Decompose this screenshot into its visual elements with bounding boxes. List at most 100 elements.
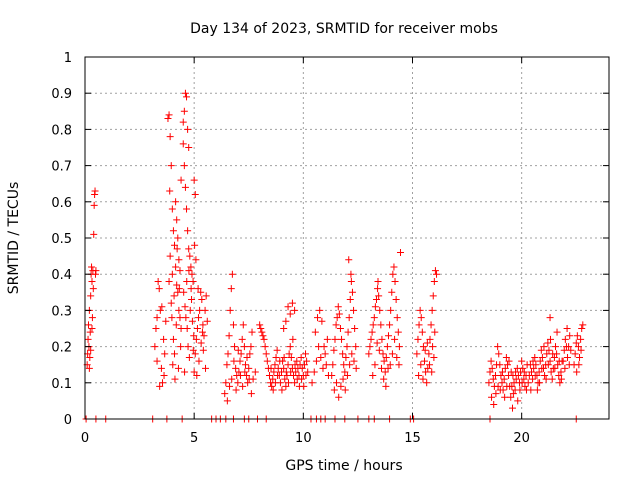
data-point [234, 379, 242, 387]
data-point [375, 292, 383, 300]
data-point [161, 350, 169, 358]
data-point [392, 296, 400, 304]
data-point [91, 187, 99, 195]
data-point [320, 343, 328, 351]
data-point [180, 162, 188, 170]
data-point [222, 379, 230, 387]
data-point [232, 386, 240, 394]
x-tick-label: 10 [295, 431, 312, 446]
data-point [347, 277, 355, 285]
data-point [169, 361, 177, 369]
data-point [348, 288, 356, 296]
data-point [548, 375, 556, 383]
data-point [547, 368, 555, 376]
data-point [169, 227, 177, 235]
data-point [235, 368, 243, 376]
data-point [346, 296, 354, 304]
data-point [530, 364, 538, 372]
data-point [88, 277, 96, 285]
data-point [554, 361, 562, 369]
data-point [191, 191, 199, 199]
data-point [555, 372, 563, 380]
data-point [199, 321, 207, 329]
data-point [181, 183, 189, 191]
data-point [278, 386, 286, 394]
x-tick-label: 20 [513, 431, 530, 446]
data-point [520, 375, 528, 383]
y-tick-label: 0.8 [51, 123, 72, 138]
data-point [351, 325, 359, 332]
axis-ticks [84, 56, 609, 420]
data-point [258, 328, 266, 336]
data-point [173, 281, 181, 289]
data-point [166, 187, 174, 195]
data-point [190, 368, 198, 376]
data-point [518, 357, 526, 365]
data-point [263, 357, 271, 365]
x-tick-label: 15 [404, 431, 421, 446]
y-tick-label: 0.3 [51, 304, 72, 319]
data-point [287, 353, 295, 361]
y-tick-label: 0.2 [51, 341, 72, 356]
data-point [560, 346, 568, 354]
data-point [352, 364, 360, 372]
data-point [422, 368, 430, 376]
data-point [557, 368, 565, 376]
data-point [343, 343, 351, 351]
data-point [579, 321, 587, 329]
data-point [527, 386, 535, 394]
data-point [428, 306, 436, 314]
data-point [391, 277, 399, 285]
data-point [379, 350, 387, 358]
data-point [424, 364, 432, 372]
data-point [155, 285, 163, 293]
data-point [427, 321, 435, 329]
data-point [237, 350, 245, 358]
data-point [257, 325, 265, 332]
data-point [151, 343, 159, 351]
data-point [501, 393, 509, 401]
data-point [180, 288, 188, 296]
data-point [168, 314, 176, 322]
data-point [267, 364, 275, 372]
data-point [239, 321, 247, 329]
data-point [284, 379, 292, 387]
data-point [376, 306, 384, 314]
data-point [90, 230, 98, 238]
data-point [287, 368, 295, 376]
data-point [419, 375, 427, 383]
data-point [284, 361, 292, 369]
data-point [181, 89, 189, 97]
data-point [298, 375, 306, 383]
y-tick-label: 1 [64, 51, 72, 66]
data-point [418, 328, 426, 336]
data-point [177, 325, 185, 332]
data-point [340, 361, 348, 369]
data-point [352, 343, 360, 351]
data-point [373, 339, 381, 347]
data-point [396, 248, 404, 256]
data-point [577, 335, 585, 343]
data-point [184, 125, 192, 133]
data-point [421, 357, 429, 365]
data-point [509, 390, 517, 398]
data-point [271, 379, 279, 387]
data-point [561, 364, 569, 372]
data-point [260, 335, 268, 343]
data-point [184, 227, 192, 235]
data-point [380, 375, 388, 383]
data-point [300, 361, 308, 369]
data-point [164, 115, 172, 123]
data-point [318, 317, 326, 325]
data-point [259, 332, 267, 340]
data-point [173, 216, 181, 224]
data-point [572, 339, 580, 347]
data-point [518, 379, 526, 387]
data-point [227, 285, 235, 293]
data-point [173, 245, 181, 253]
data-point [230, 357, 238, 365]
data-point [516, 386, 524, 394]
data-point [185, 267, 193, 275]
data-point [393, 353, 401, 361]
